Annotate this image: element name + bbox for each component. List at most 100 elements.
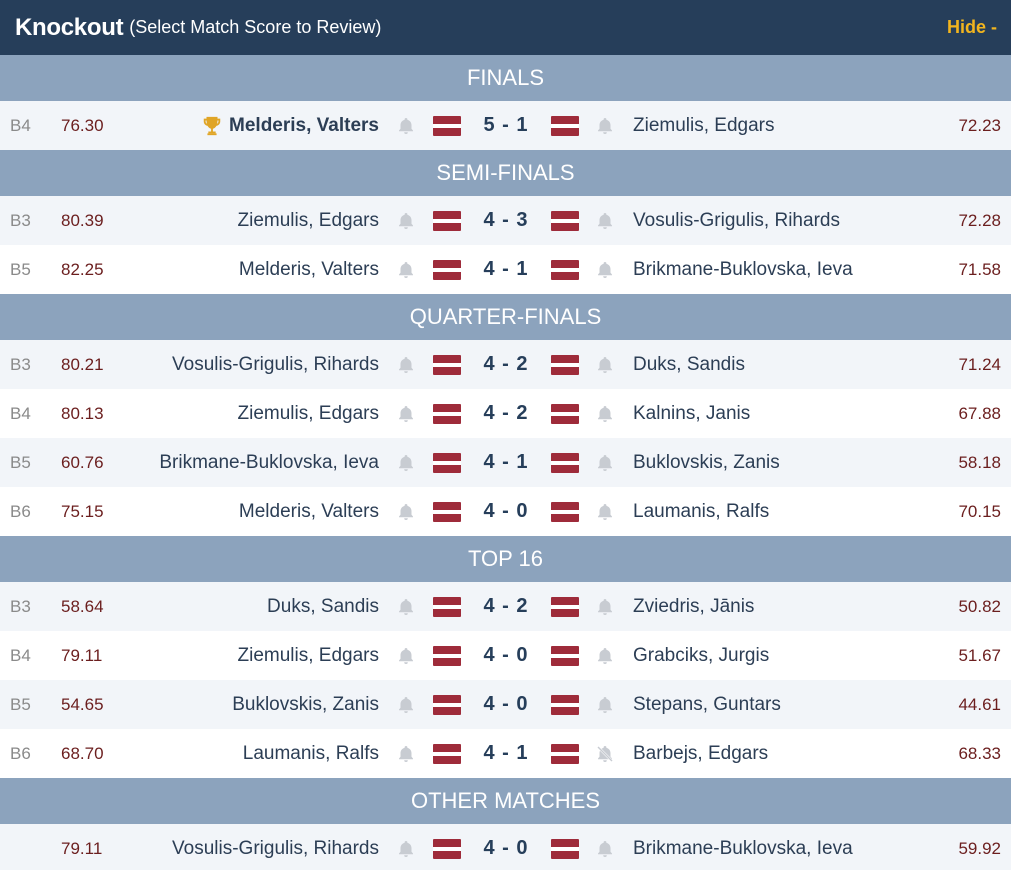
player2-name[interactable]: Duks, Sandis <box>633 353 745 375</box>
match-row[interactable]: B4 76.30 Melderis, Valters 5 - 1 Ziemulis, E… <box>0 101 1011 150</box>
latvia-flag-icon <box>551 838 579 859</box>
player1-name[interactable]: Ziemulis, Edgars <box>238 210 380 232</box>
match-score-link[interactable]: 4 - 0 <box>483 500 529 522</box>
bell-icon[interactable] <box>396 453 416 473</box>
latvia-flag-icon <box>433 259 461 280</box>
latvia-flag-icon <box>551 743 579 764</box>
player2-average: 51.67 <box>958 645 1001 665</box>
player2-name[interactable]: Brikmane-Buklovska, Ieva <box>633 837 853 859</box>
player1-name[interactable]: Ziemulis, Edgars <box>238 645 380 667</box>
player2-average: 58.18 <box>958 452 1001 472</box>
latvia-flag-icon <box>551 452 579 473</box>
bell-icon[interactable] <box>396 839 416 859</box>
player2-name[interactable]: Vosulis-Grigulis, Rihards <box>633 209 840 231</box>
player2-name[interactable]: Ziemulis, Edgars <box>633 114 775 136</box>
player2-name[interactable]: Stepans, Guntars <box>633 693 781 715</box>
player1-name-text: Duks, Sandis <box>267 595 379 617</box>
player2-name[interactable]: Buklovskis, Zanis <box>633 451 780 473</box>
bell-icon[interactable] <box>595 839 615 859</box>
match-row[interactable]: B6 75.15 Melderis, Valters 4 - 0 Laumanis, R… <box>0 487 1011 536</box>
bell-icon[interactable] <box>595 502 615 522</box>
player1-name-text: Melderis, Valters <box>238 258 379 280</box>
player1-average: 54.65 <box>61 694 104 714</box>
player1-name[interactable]: Vosulis-Grigulis, Rihards <box>172 354 379 376</box>
player2-name[interactable]: Kalnins, Janis <box>633 402 751 424</box>
player2-name[interactable]: Zviedris, Jānis <box>633 595 755 617</box>
board-number: B3 <box>10 354 31 374</box>
bell-icon[interactable] <box>595 355 615 375</box>
bell-icon[interactable] <box>396 404 416 424</box>
player1-name[interactable]: Laumanis, Ralfs <box>243 743 379 765</box>
match-row[interactable]: B3 80.21 Vosulis-Grigulis, Rihards 4 - 2 Duk… <box>0 340 1011 389</box>
bell-icon[interactable] <box>595 695 615 715</box>
match-score-link[interactable]: 4 - 1 <box>483 258 529 280</box>
player1-name-text: Melderis, Valters <box>238 500 379 522</box>
match-row[interactable]: B3 80.39 Ziemulis, Edgars 4 - 3 Vosulis-Grig… <box>0 196 1011 245</box>
match-score-link[interactable]: 4 - 3 <box>483 209 529 231</box>
match-score-link[interactable]: 4 - 2 <box>483 402 529 424</box>
match-score-link[interactable]: 4 - 1 <box>483 742 529 764</box>
bell-icon[interactable] <box>595 260 615 280</box>
match-score-link[interactable]: 4 - 0 <box>483 644 529 666</box>
player2-name[interactable]: Barbejs, Edgars <box>633 742 769 764</box>
bell-icon[interactable] <box>396 355 416 375</box>
player1-name[interactable]: Melderis, Valters <box>201 114 379 138</box>
latvia-flag-icon <box>551 694 579 715</box>
player1-name-text: Ziemulis, Edgars <box>237 644 380 666</box>
player2-name[interactable]: Laumanis, Ralfs <box>633 500 770 522</box>
match-row[interactable]: B3 58.64 Duks, Sandis 4 - 2 Zviedris, Jānis 5… <box>0 582 1011 631</box>
bell-icon[interactable] <box>595 646 615 666</box>
player1-name[interactable]: Duks, Sandis <box>267 596 379 618</box>
player2-average: 72.23 <box>958 115 1001 135</box>
player1-name[interactable]: Melderis, Valters <box>239 259 379 281</box>
player2-name[interactable]: Brikmane-Buklovska, Ieva <box>633 258 853 280</box>
match-score-link[interactable]: 5 - 1 <box>483 114 529 136</box>
board-number: B5 <box>10 694 31 714</box>
bell-icon[interactable] <box>396 695 416 715</box>
bell-icon[interactable] <box>396 116 416 136</box>
latvia-flag-icon <box>433 694 461 715</box>
latvia-flag-icon <box>551 210 579 231</box>
match-row[interactable]: B4 79.11 Ziemulis, Edgars 4 - 0 Grabciks, Ju… <box>0 631 1011 680</box>
player2-name[interactable]: Grabciks, Jurgis <box>633 644 770 666</box>
bell-icon[interactable] <box>595 116 615 136</box>
match-score-link[interactable]: 4 - 1 <box>483 451 529 473</box>
player1-name[interactable]: Vosulis-Grigulis, Rihards <box>172 838 379 860</box>
match-score-link[interactable]: 4 - 0 <box>483 837 529 859</box>
bell-icon[interactable] <box>396 597 416 617</box>
player1-name[interactable]: Brikmane-Buklovska, Ieva <box>159 452 379 474</box>
player1-average: 79.11 <box>61 645 103 665</box>
player1-name[interactable]: Ziemulis, Edgars <box>238 403 380 425</box>
section-header: SEMI-FINALS <box>0 150 1011 196</box>
hide-toggle-button[interactable]: Hide - <box>946 17 997 37</box>
player1-name[interactable]: Buklovskis, Zanis <box>232 694 379 716</box>
match-row[interactable]: B5 54.65 Buklovskis, Zanis 4 - 0 Stepans, Gu… <box>0 680 1011 729</box>
bell-icon[interactable] <box>595 453 615 473</box>
latvia-flag-icon <box>433 354 461 375</box>
page-title: Knockout <box>15 13 124 41</box>
match-score-link[interactable]: 4 - 0 <box>483 693 529 715</box>
bell-icon[interactable] <box>595 597 615 617</box>
player1-name[interactable]: Melderis, Valters <box>239 501 379 523</box>
player2-average: 71.24 <box>958 354 1001 374</box>
bell-icon[interactable] <box>396 211 416 231</box>
board-number: B6 <box>10 743 31 763</box>
bell-icon[interactable] <box>396 502 416 522</box>
player2-average: 71.58 <box>958 259 1001 279</box>
match-row[interactable]: B5 60.76 Brikmane-Buklovska, Ieva 4 - 1 Bukl… <box>0 438 1011 487</box>
match-score-link[interactable]: 4 - 2 <box>483 353 529 375</box>
bell-icon[interactable] <box>595 404 615 424</box>
match-row[interactable]: B5 82.25 Melderis, Valters 4 - 1 Brikmane-Bu… <box>0 245 1011 294</box>
player1-average: 80.39 <box>61 210 104 230</box>
bell-icon[interactable] <box>595 211 615 231</box>
match-row[interactable]: B4 80.13 Ziemulis, Edgars 4 - 2 Kalnins, Jan… <box>0 389 1011 438</box>
board-number: B4 <box>10 403 31 423</box>
bell-off-icon[interactable] <box>595 744 615 764</box>
match-row[interactable]: B6 68.70 Laumanis, Ralfs 4 - 1 Barbejs, Edga… <box>0 729 1011 778</box>
match-row[interactable]: 79.11 Vosulis-Grigulis, Rihards 4 - 0 Brikm… <box>0 824 1011 870</box>
board-number: B5 <box>10 259 31 279</box>
match-score-link[interactable]: 4 - 2 <box>483 595 529 617</box>
bell-icon[interactable] <box>396 646 416 666</box>
bell-icon[interactable] <box>396 260 416 280</box>
bell-icon[interactable] <box>396 744 416 764</box>
